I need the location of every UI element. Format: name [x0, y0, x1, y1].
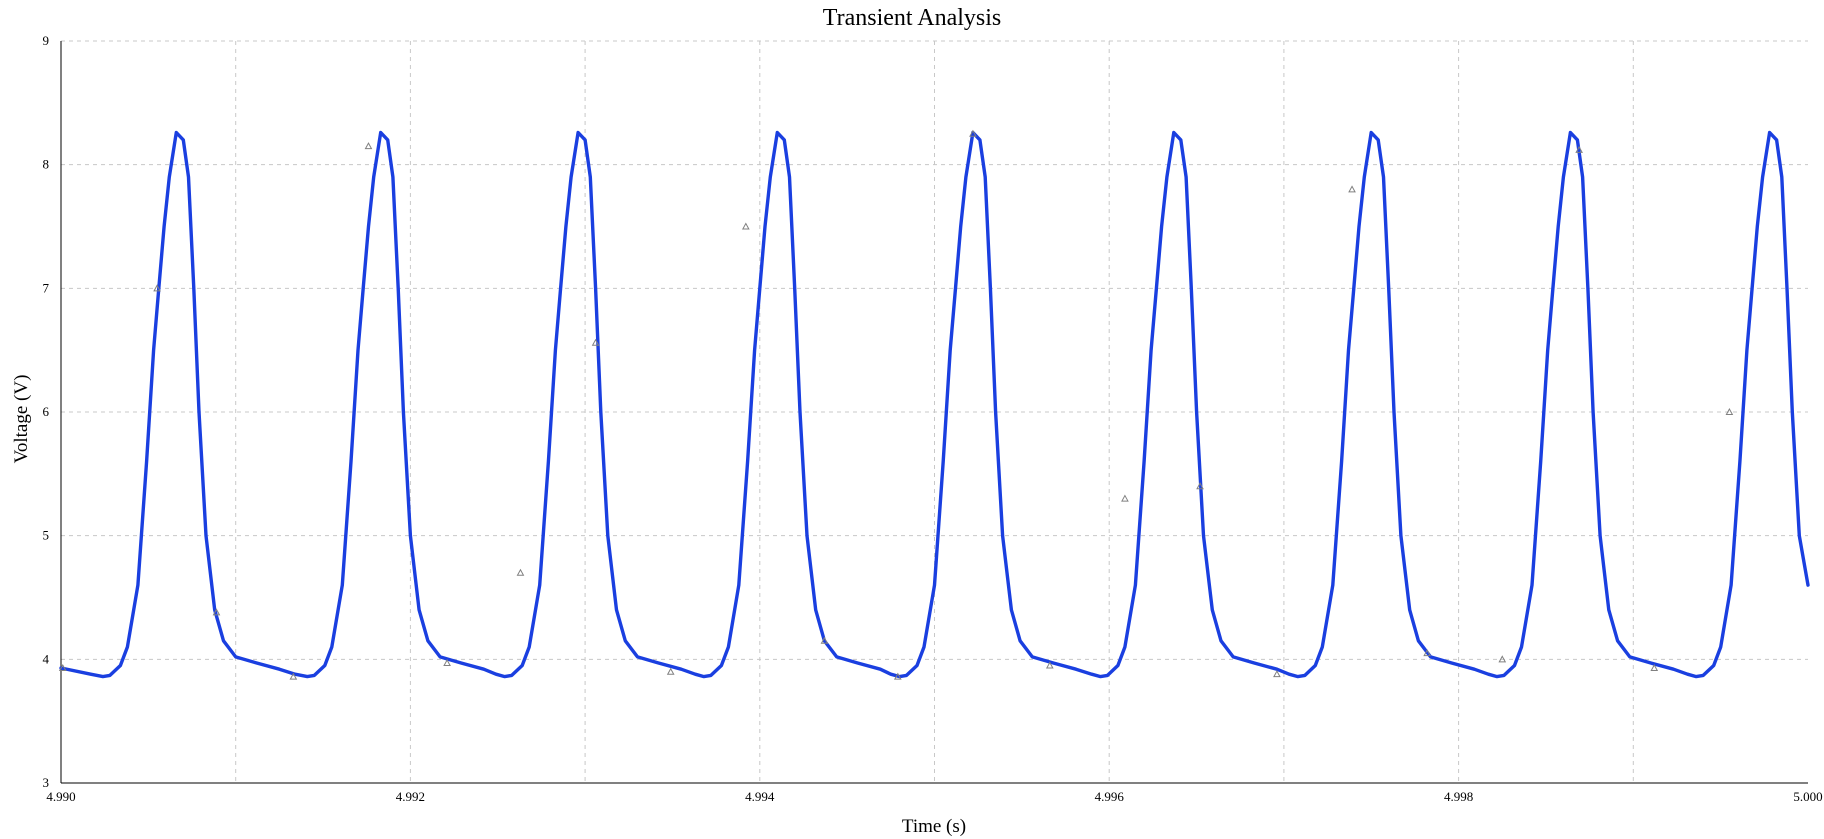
- data-point-marker: [1045, 661, 1054, 669]
- y-tick-label: 4: [43, 651, 50, 666]
- marker-layer: [58, 129, 1734, 680]
- y-tick-label: 8: [43, 157, 50, 172]
- data-point-marker: [1273, 670, 1281, 678]
- data-point-marker: [1423, 649, 1431, 657]
- x-tick-label: 4.998: [1444, 789, 1473, 804]
- data-point-marker: [289, 672, 298, 680]
- data-point-marker: [820, 636, 829, 644]
- x-tick-label: 4.990: [46, 789, 75, 804]
- x-tick-label: 4.992: [396, 789, 425, 804]
- x-tick-label: 4.996: [1095, 789, 1125, 804]
- y-tick-label: 9: [43, 33, 50, 48]
- data-point-marker: [1575, 145, 1583, 153]
- data-point-marker: [58, 663, 67, 671]
- x-tick-label: 4.994: [745, 789, 775, 804]
- x-tick-label: 5.000: [1793, 789, 1822, 804]
- grid-lines: [61, 40, 1808, 783]
- data-point-marker: [1725, 407, 1734, 415]
- data-point-marker: [1348, 185, 1356, 193]
- data-point-marker: [516, 568, 525, 576]
- data-point-marker: [591, 338, 600, 346]
- data-point-marker: [1196, 482, 1204, 490]
- data-point-marker: [1650, 663, 1659, 671]
- voltage-series-line: [59, 130, 1810, 679]
- y-tick-label: 3: [43, 775, 50, 790]
- data-point-marker: [741, 222, 750, 230]
- data-point-marker: [1121, 494, 1129, 502]
- data-point-marker: [443, 658, 451, 667]
- data-point-marker: [364, 142, 373, 150]
- data-point-marker: [212, 608, 221, 616]
- data-point-marker: [153, 284, 161, 292]
- data-point-marker: [969, 129, 977, 137]
- x-axis-label: Time (s): [902, 816, 966, 837]
- y-axis-label: Voltage (V): [11, 375, 32, 464]
- data-point-marker: [666, 667, 675, 675]
- data-point-marker: [893, 672, 902, 680]
- y-tick-label: 6: [43, 404, 50, 419]
- y-tick-label: 5: [43, 528, 50, 543]
- data-point-marker: [1498, 655, 1507, 663]
- tick-labels: 4.990 4.992 4.994 4.996 4.998 5.000 3 4 5 6 7 8 9: [43, 33, 1823, 804]
- chart-title: Transient Analysis: [823, 5, 1001, 31]
- axes: [60, 41, 1808, 784]
- y-tick-label: 7: [43, 280, 50, 295]
- series-layer: [59, 130, 1810, 679]
